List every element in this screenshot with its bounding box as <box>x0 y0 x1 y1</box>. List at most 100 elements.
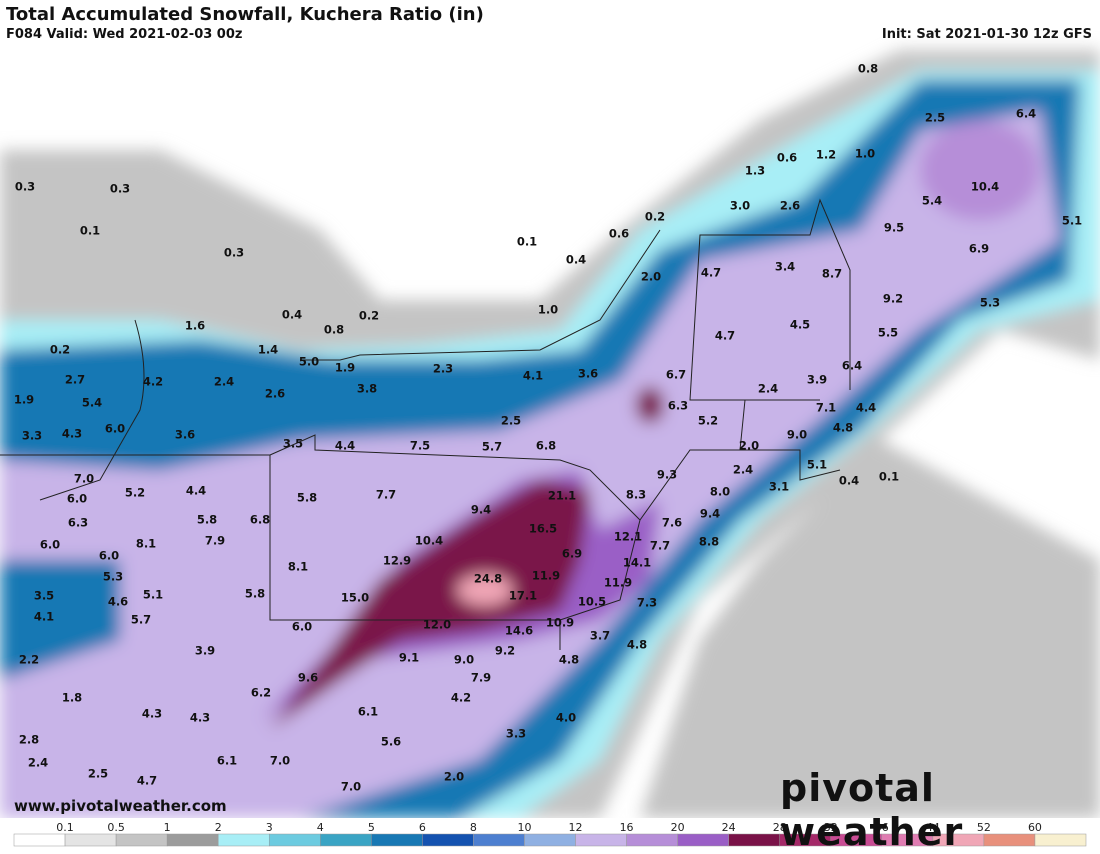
point-label: 1.0 <box>855 147 875 161</box>
colorbar-label: 10 <box>517 821 531 834</box>
colorbar-swatch <box>268 833 321 847</box>
colorbar-swatch <box>473 833 525 847</box>
point-label: 2.0 <box>444 770 464 784</box>
point-label: 2.4 <box>733 463 753 477</box>
colorbar-label: 32 <box>824 821 838 834</box>
colorbar-swatch <box>1034 833 1087 847</box>
point-label: 3.4 <box>775 260 795 274</box>
point-label: 0.4 <box>282 308 302 322</box>
point-label: 3.7 <box>590 629 610 643</box>
point-label: 8.7 <box>822 267 842 281</box>
point-label: 7.7 <box>650 539 670 553</box>
colorbar-swatch <box>320 833 372 847</box>
point-label: 6.9 <box>969 242 989 256</box>
point-label: 0.3 <box>110 182 130 196</box>
point-label: 3.6 <box>578 367 598 381</box>
point-label: 0.1 <box>517 235 537 249</box>
point-label: 4.8 <box>627 638 647 652</box>
colorbar-label: 3 <box>266 821 273 834</box>
colorbar-swatch <box>575 833 627 847</box>
point-label: 5.2 <box>125 486 145 500</box>
point-label: 2.2 <box>19 653 39 667</box>
point-label: 12.0 <box>423 618 451 632</box>
point-label: 7.9 <box>205 534 225 548</box>
point-label: 5.0 <box>299 355 319 369</box>
point-label: 0.2 <box>645 210 665 224</box>
point-label: 5.3 <box>980 296 1000 310</box>
colorbar-label: 1 <box>164 821 171 834</box>
boundaries <box>0 198 851 650</box>
point-label: 8.1 <box>288 560 308 574</box>
colorbar-label: 4 <box>317 821 324 834</box>
point-label: 2.0 <box>641 270 661 284</box>
point-label: 12.9 <box>383 554 411 568</box>
point-label: 4.2 <box>451 691 471 705</box>
point-label: 7.0 <box>341 780 361 794</box>
point-label: 9.1 <box>399 651 419 665</box>
point-label: 2.4 <box>28 756 48 770</box>
point-label: 1.8 <box>62 691 82 705</box>
point-label: 1.9 <box>335 361 355 375</box>
point-label: 9.2 <box>883 292 903 306</box>
point-label: 9.4 <box>700 507 720 521</box>
point-label: 3.1 <box>769 480 789 494</box>
point-label: 6.8 <box>250 513 270 527</box>
point-label: 4.6 <box>108 595 128 609</box>
point-label: 4.2 <box>143 375 163 389</box>
point-label: 12.1 <box>614 530 642 544</box>
point-label: 4.1 <box>523 369 543 383</box>
point-label: 2.7 <box>65 373 85 387</box>
point-label: 16.5 <box>529 522 557 536</box>
point-label: 0.3 <box>15 180 35 194</box>
point-label: 10.5 <box>578 595 606 609</box>
point-label: 5.1 <box>143 588 163 602</box>
point-label: 3.3 <box>22 429 42 443</box>
colorbar-label: 60 <box>1028 821 1042 834</box>
point-label: 1.0 <box>538 303 558 317</box>
point-label: 3.0 <box>730 199 750 213</box>
point-label: 4.4 <box>335 439 355 453</box>
point-label: 4.1 <box>34 610 54 624</box>
point-label: 9.5 <box>884 221 904 235</box>
point-label: 0.1 <box>80 224 100 238</box>
point-label: 11.9 <box>604 576 632 590</box>
point-label: 6.0 <box>292 620 312 634</box>
point-label: 7.1 <box>816 401 836 415</box>
point-label: 6.3 <box>68 516 88 530</box>
point-label: 2.4 <box>214 375 234 389</box>
point-label: 8.0 <box>710 485 730 499</box>
point-label: 5.8 <box>297 491 317 505</box>
point-label: 7.7 <box>376 488 396 502</box>
point-label: 3.5 <box>283 437 303 451</box>
point-label: 6.0 <box>99 549 119 563</box>
point-label: 8.8 <box>699 535 719 549</box>
colorbar-label: 36 <box>875 821 889 834</box>
point-label: 9.2 <box>495 644 515 658</box>
point-label: 0.4 <box>566 253 586 267</box>
point-label: 5.7 <box>482 440 502 454</box>
point-label: 2.0 <box>739 439 759 453</box>
colorbar-label: 6 <box>419 821 426 834</box>
point-label: 9.0 <box>454 653 474 667</box>
point-label: 7.0 <box>270 754 290 768</box>
watermark: www.pivotalweather.com <box>14 797 227 815</box>
point-label: 5.8 <box>245 587 265 601</box>
colorbar-swatch <box>115 833 168 847</box>
colorbar-label: 0.5 <box>107 821 125 834</box>
colorbar-swatch <box>524 833 576 847</box>
logo: pivotal weather <box>780 766 964 854</box>
init-time: Init: Sat 2021-01-30 12z GFS <box>881 27 1092 42</box>
point-label: 6.8 <box>536 439 556 453</box>
point-label: 7.0 <box>74 472 94 486</box>
point-label: 7.6 <box>662 516 682 530</box>
point-label: 2.5 <box>501 414 521 428</box>
colorbar-label: 52 <box>977 821 991 834</box>
colorbar-label: 24 <box>722 821 736 834</box>
colorbar-label: 28 <box>773 821 787 834</box>
point-label: 6.0 <box>40 538 60 552</box>
point-label: 21.1 <box>548 489 576 503</box>
point-label: 0.6 <box>777 151 797 165</box>
point-label: 10.4 <box>415 534 443 548</box>
colorbar-swatch <box>371 833 423 847</box>
point-label: 2.8 <box>19 733 39 747</box>
